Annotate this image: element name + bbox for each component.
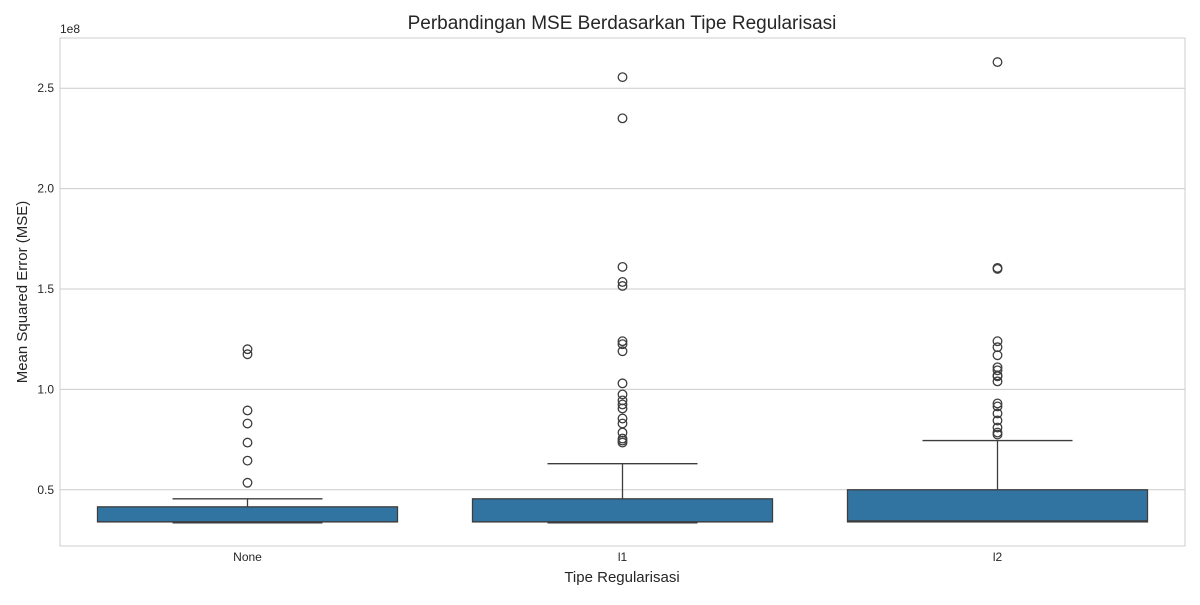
outlier-point [992, 342, 1003, 353]
x-tick-label: None [233, 550, 262, 564]
iqr-box [96, 506, 399, 523]
outlier-point [992, 415, 1003, 426]
iqr-box [471, 498, 774, 523]
x-tick-label: l2 [993, 550, 1003, 564]
outlier-point [617, 435, 628, 446]
outlier-point [617, 72, 628, 83]
outlier-point [242, 455, 253, 466]
box-group-l1 [471, 72, 774, 524]
y-tick-labels: 0.5 1.0 1.5 2.0 2.5 [37, 81, 54, 497]
y-tick-label: 1.0 [37, 382, 54, 396]
outlier-point [992, 398, 1003, 409]
outlier-point [617, 437, 628, 448]
y-tick-label: 1.5 [37, 282, 54, 296]
outlier-point [617, 336, 628, 347]
y-tick-label: 2.5 [37, 81, 54, 95]
outlier-point [617, 418, 628, 429]
outlier-point [992, 429, 1003, 440]
chart-title: Perbandingan MSE Berdasarkan Tipe Regula… [408, 13, 837, 34]
outlier-point [992, 365, 1003, 376]
box-layer [96, 57, 1149, 524]
y-multiplier-label: 1e8 [60, 22, 80, 36]
iqr-box [846, 489, 1149, 523]
outlier-point [617, 413, 628, 424]
outlier-point [242, 344, 253, 355]
outlier-point [242, 418, 253, 429]
grid-layer [60, 87, 1185, 491]
x-tick-label: l1 [618, 550, 628, 564]
outlier-point [617, 378, 628, 389]
outlier-point [617, 346, 628, 357]
outlier-point [992, 427, 1003, 438]
box-group-none [96, 344, 399, 524]
outlier-point [617, 281, 628, 291]
outlier-point [992, 336, 1003, 347]
outlier-point [617, 399, 628, 410]
x-axis-label: Tipe Regularisasi [564, 569, 679, 586]
outlier-point [992, 350, 1003, 361]
outlier-point [617, 113, 628, 124]
outlier-point [992, 57, 1003, 68]
y-tick-label: 2.0 [37, 182, 54, 196]
outlier-point [617, 403, 628, 414]
outlier-point [992, 371, 1003, 382]
outlier-point [242, 349, 253, 360]
outlier-point [617, 261, 628, 272]
y-tick-label: 0.5 [37, 483, 54, 497]
outlier-point [992, 263, 1003, 274]
x-tick-labels: None l1 l2 [233, 550, 1002, 564]
outlier-point [617, 277, 628, 287]
outlier-point [242, 405, 253, 416]
outlier-point [242, 477, 253, 488]
plot-frame [59, 37, 1186, 547]
outlier-point [992, 408, 1003, 419]
box-group-l2 [846, 57, 1149, 523]
outlier-point [617, 389, 628, 400]
outlier-point [992, 401, 1003, 412]
outlier-point [242, 437, 253, 448]
y-axis-label: Mean Squared Error (MSE) [14, 201, 31, 384]
outlier-point [992, 376, 1003, 387]
outlier-point [992, 422, 1003, 433]
outlier-point [617, 339, 628, 350]
